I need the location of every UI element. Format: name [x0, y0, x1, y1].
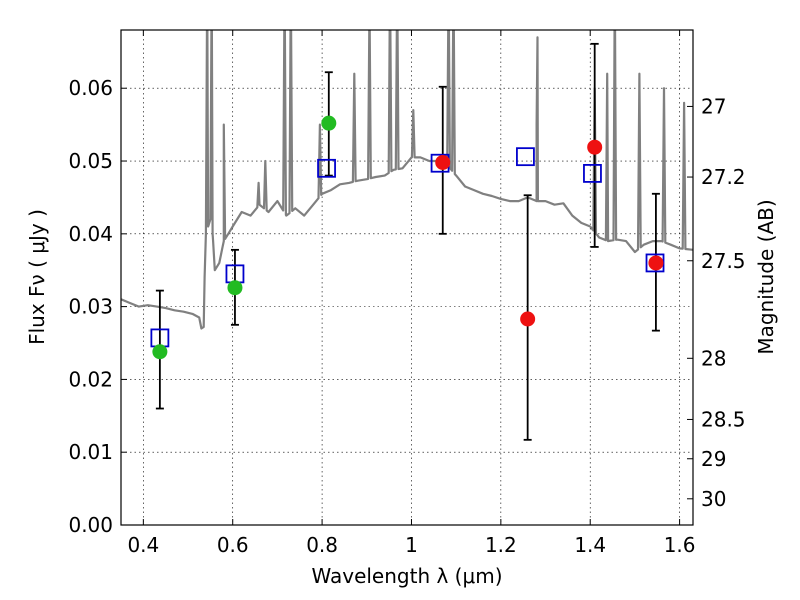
x-tick-label: 1 — [405, 533, 418, 557]
y2-tick-label: 28.5 — [701, 407, 746, 431]
y2-axis-title: Magnitude (AB) — [754, 199, 778, 354]
y2-tick-label: 28 — [701, 346, 726, 370]
observed-green-point — [227, 280, 243, 296]
observed-green-point — [321, 115, 337, 131]
x-axis-title: Wavelength λ (μm) — [311, 564, 502, 588]
y2-tick-label: 27.2 — [701, 165, 746, 189]
y-tick-label: 0.05 — [68, 149, 113, 173]
x-tick-label: 0.6 — [217, 533, 249, 557]
y-axis: 0.00 0.01 0.02 0.03 0.04 0.05 0.06 — [68, 76, 127, 537]
observed-red-point — [648, 255, 664, 271]
model-spectrum-line — [121, 30, 693, 330]
y-tick-label: 0.01 — [68, 440, 113, 464]
observed-red-point — [435, 154, 451, 170]
plot-frame — [120, 29, 694, 526]
plot-background — [121, 30, 693, 525]
model-photometry-square — [516, 147, 535, 167]
y-tick-label: 0.00 — [68, 513, 113, 537]
observed-red-point — [520, 311, 536, 327]
y2-tick-label: 29 — [701, 447, 726, 471]
x-axis: 0.4 0.6 0.8 1 1.2 1.4 1.6 — [127, 30, 696, 557]
y-tick-label: 0.04 — [68, 222, 113, 246]
model-photometry-square — [645, 253, 665, 273]
x-tick-label: 1.2 — [485, 533, 517, 557]
y2-tick-label: 27 — [701, 94, 726, 118]
model-photometry-square — [317, 158, 336, 178]
y2-tick-label: 27.5 — [701, 249, 746, 273]
y-axis-title: Flux Fν ( μJy ) — [25, 209, 49, 345]
x-tick-label: 0.8 — [306, 533, 338, 557]
x-tick-label: 1.4 — [574, 533, 606, 557]
x-tick-label: 0.4 — [127, 533, 159, 557]
observed-red-point — [587, 139, 603, 155]
grid — [121, 30, 693, 525]
y-tick-label: 0.06 — [68, 76, 113, 100]
model-photometry-square — [583, 164, 602, 183]
y2-tick-label: 30 — [701, 487, 726, 511]
y-tick-label: 0.02 — [68, 367, 113, 391]
plot-content — [121, 30, 693, 441]
y-tick-label: 0.03 — [68, 295, 113, 319]
y2-axis: 27 27.2 27.5 28 28.5 29 30 — [687, 94, 746, 511]
x-tick-label: 1.6 — [664, 533, 696, 557]
observed-green-point — [152, 344, 168, 360]
